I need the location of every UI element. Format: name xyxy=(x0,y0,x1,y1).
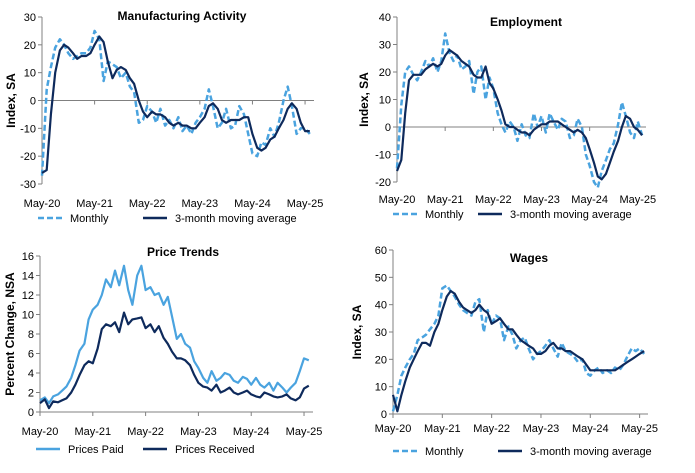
x-tick-label: May-21 xyxy=(76,198,113,210)
x-tick-label: May-23 xyxy=(181,198,218,210)
y-tick-label: -30 xyxy=(20,179,36,191)
y-tick-label: 20 xyxy=(379,67,391,79)
chart-title: Employment xyxy=(490,15,562,29)
y-tick-label: 10 xyxy=(379,95,391,107)
legend-label: Monthly xyxy=(425,446,464,458)
x-tick-label: May-25 xyxy=(286,426,323,438)
x-tick-label: May-21 xyxy=(427,194,464,206)
y-tick-label: 16 xyxy=(22,251,34,263)
y-tick-label: -10 xyxy=(375,150,391,162)
y-axis-label: Percent Change, NSA xyxy=(3,272,17,396)
y-tick-label: 0 xyxy=(381,409,387,421)
x-tick-label: May-20 xyxy=(24,198,61,210)
series-line-2 xyxy=(39,311,310,410)
y-tick-label: 4 xyxy=(28,368,34,380)
y-tick-label: 20 xyxy=(24,40,36,52)
x-tick-label: May-20 xyxy=(22,426,59,438)
x-tick-label: May-24 xyxy=(571,194,608,206)
x-tick-label: May-23 xyxy=(180,426,217,438)
y-tick-label: 60 xyxy=(375,245,387,257)
x-tick-label: May-20 xyxy=(375,423,412,435)
y-tick-label: 50 xyxy=(375,272,387,284)
legend-item-2: 3-month moving average xyxy=(478,209,632,221)
series-line-1 xyxy=(395,32,644,189)
legend-item-2: Prices Received xyxy=(143,444,254,456)
legend-label: 3-month moving average xyxy=(530,446,652,458)
chart-title: Manufacturing Activity xyxy=(118,9,247,23)
y-tick-label: -20 xyxy=(20,151,36,163)
y-tick-label: 30 xyxy=(375,327,387,339)
x-tick-label: May-22 xyxy=(473,423,510,435)
x-tick-label: May-25 xyxy=(621,423,658,435)
x-tick-label: May-22 xyxy=(129,198,166,210)
x-tick-label: May-23 xyxy=(523,194,560,206)
y-tick-label: 10 xyxy=(24,68,36,80)
y-tick-label: 8 xyxy=(28,329,34,341)
y-axis-label: Index, SA xyxy=(350,304,364,359)
y-tick-label: 12 xyxy=(22,290,34,302)
y-tick-label: 40 xyxy=(379,12,391,24)
chart-panel-4: Wages Index, SA 0 10 20 30 40 50 60 May-20 May-21 M… xyxy=(350,245,658,458)
series-line-2 xyxy=(391,289,645,413)
y-tick-label: -10 xyxy=(20,123,36,135)
y-tick-label: 20 xyxy=(375,354,387,366)
legend-label: Monthly xyxy=(425,209,464,221)
y-tick-label: 10 xyxy=(375,382,387,394)
legend-label: Monthly xyxy=(70,213,109,225)
y-tick-label: 30 xyxy=(379,40,391,52)
chart-panel-2: Employment Index, SA -20 -10 0 10 20 30 40 May-20… xyxy=(357,12,656,221)
x-tick-label: May-20 xyxy=(379,194,416,206)
x-tick-label: May-24 xyxy=(234,198,271,210)
y-tick-label: 14 xyxy=(22,271,34,283)
y-tick-label: 40 xyxy=(375,300,387,312)
series-line-1 xyxy=(40,29,311,176)
x-tick-label: May-21 xyxy=(74,426,111,438)
legend-label: 3-month moving average xyxy=(175,213,297,225)
y-tick-label: 10 xyxy=(22,310,34,322)
x-tick-label: May-21 xyxy=(424,423,461,435)
y-tick-label: 0 xyxy=(385,122,391,134)
series-line-1 xyxy=(39,264,310,405)
series-line-1 xyxy=(391,284,646,412)
legend-label: Prices Received xyxy=(175,444,254,456)
x-tick-label: May-25 xyxy=(619,194,656,206)
x-tick-label: May-24 xyxy=(572,423,609,435)
y-tick-label: -20 xyxy=(375,177,391,189)
y-tick-label: 0 xyxy=(28,407,34,419)
series-line-2 xyxy=(395,48,643,181)
x-tick-label: May-23 xyxy=(523,423,560,435)
y-tick-label: 0 xyxy=(30,96,36,108)
y-axis-label: Index, SA xyxy=(357,72,371,127)
chart-title: Price Trends xyxy=(147,245,219,259)
y-axis-label: Index, SA xyxy=(4,73,18,128)
legend-item-2: 3-month moving average xyxy=(498,446,652,458)
x-tick-label: May-25 xyxy=(287,198,324,210)
chart-title: Wages xyxy=(510,251,549,265)
x-tick-label: May-22 xyxy=(475,194,512,206)
legend-label: 3-month moving average xyxy=(510,209,632,221)
series-line-2 xyxy=(41,35,310,174)
chart-panel-1: Manufacturing Activity Index, SA -30 -20 -10… xyxy=(4,9,323,225)
chart-panel-3: Price Trends Percent Change, NSA 0 2 4 6 8 10 12… xyxy=(3,245,322,456)
y-tick-label: 2 xyxy=(28,388,34,400)
legend-label: Prices Paid xyxy=(68,444,124,456)
y-tick-label: 6 xyxy=(28,349,34,361)
legend-item-1: Monthly xyxy=(393,209,464,221)
legend-item-1: Monthly xyxy=(38,213,109,225)
x-tick-label: May-24 xyxy=(233,426,270,438)
y-tick-label: 30 xyxy=(24,12,36,24)
legend-item-2: 3-month moving average xyxy=(143,213,297,225)
legend-item-1: Monthly xyxy=(393,446,464,458)
legend-item-1: Prices Paid xyxy=(36,444,124,456)
x-tick-label: May-22 xyxy=(127,426,164,438)
